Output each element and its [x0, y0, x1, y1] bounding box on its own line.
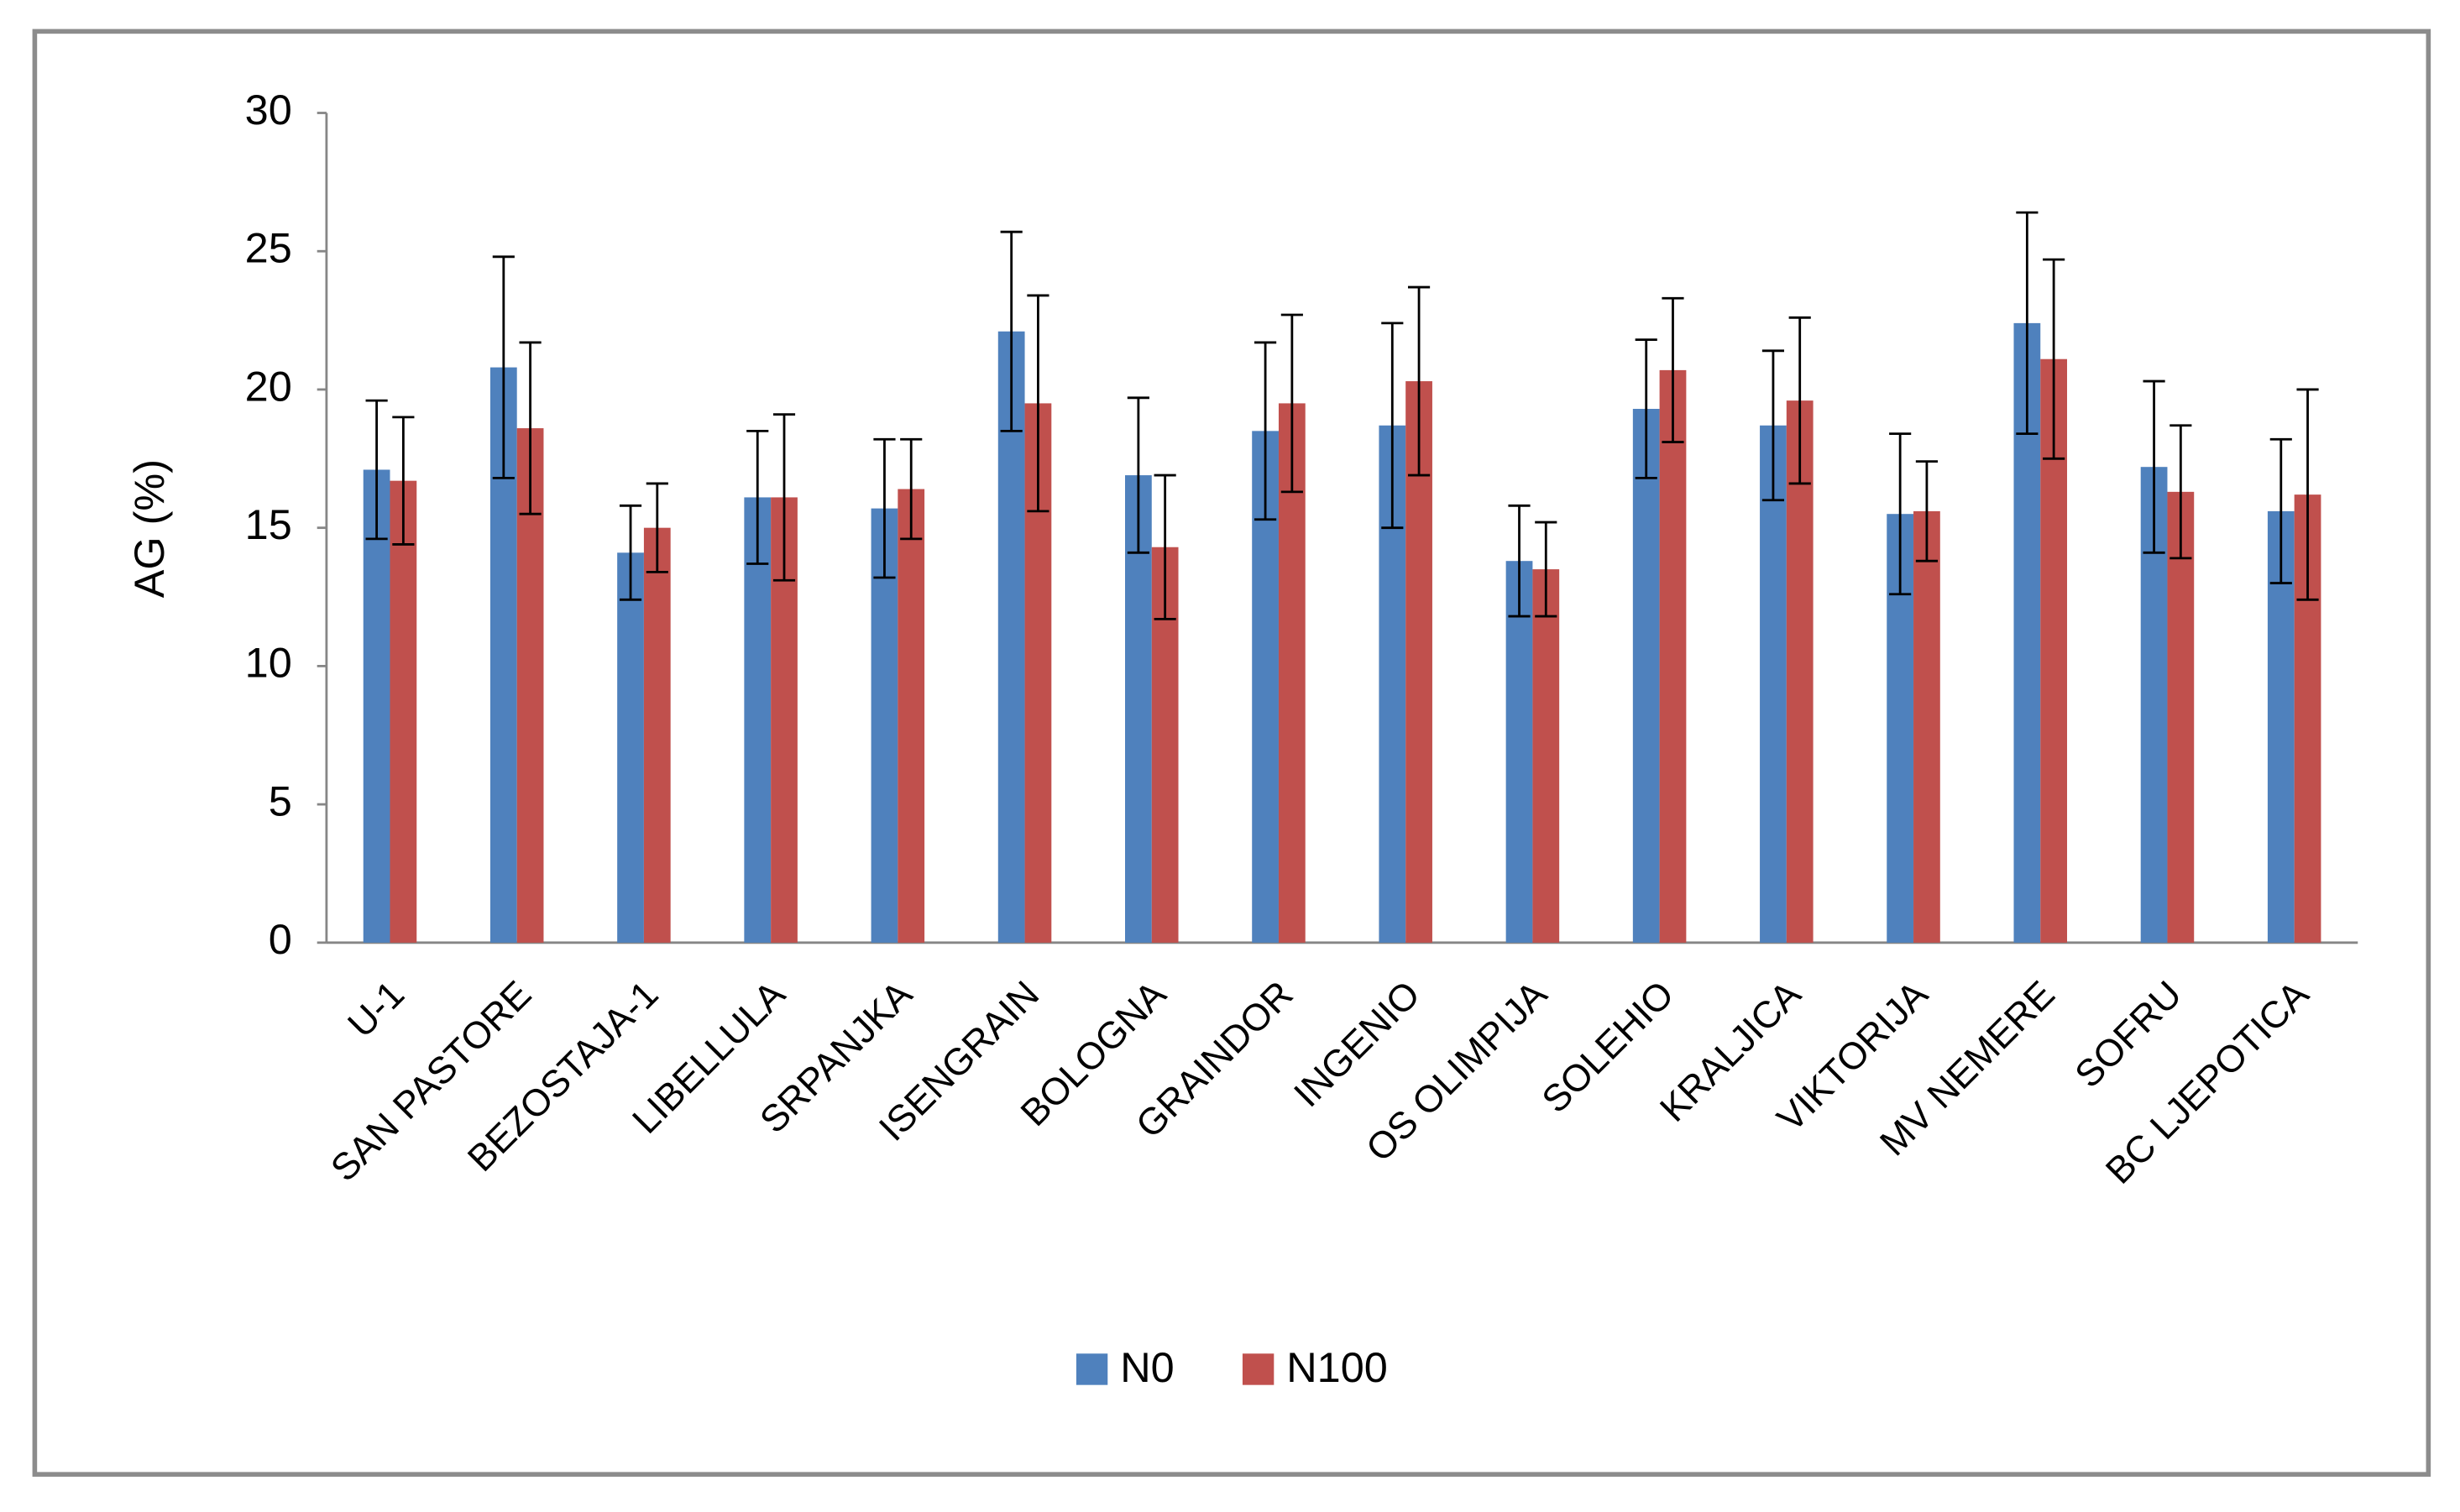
bar — [2167, 491, 2195, 943]
error-bar — [519, 341, 542, 515]
error-bar — [2016, 211, 2039, 436]
error-bar — [619, 504, 642, 601]
bar — [643, 527, 671, 943]
error-bar — [873, 437, 896, 579]
y-tick-label: 0 — [269, 915, 292, 963]
error-bar — [1127, 396, 1149, 554]
error-bar — [1788, 316, 1811, 485]
error-bar — [646, 482, 668, 573]
error-bar — [1761, 349, 1785, 502]
error-bar — [2143, 379, 2165, 554]
error-bar — [1407, 285, 1431, 477]
error-bar — [1535, 521, 1557, 618]
bar — [744, 497, 772, 943]
bar — [1632, 409, 1660, 943]
error-bar — [1635, 338, 1657, 479]
error-bar — [1508, 504, 1531, 618]
error-bar — [1254, 341, 1277, 521]
error-bar — [1915, 460, 1938, 562]
bar — [1913, 510, 1940, 943]
bar — [1532, 569, 1560, 943]
legend-label: N0 — [1120, 1343, 1174, 1391]
bar — [390, 480, 417, 943]
y-tick-label: 15 — [245, 500, 292, 548]
error-bar — [365, 399, 388, 541]
error-bar — [746, 429, 769, 565]
y-tick-label: 10 — [245, 639, 292, 687]
y-tick-label: 5 — [269, 777, 292, 824]
bar — [898, 489, 925, 943]
error-bar — [2296, 388, 2319, 601]
error-bar — [1662, 296, 1684, 443]
error-bar — [392, 416, 415, 546]
y-axis-label: AG (%) — [125, 459, 173, 598]
bar — [1659, 369, 1687, 943]
bar — [997, 331, 1025, 943]
error-bar — [2269, 437, 2292, 584]
legend-label: N100 — [1286, 1343, 1388, 1391]
y-tick-label: 20 — [245, 362, 292, 410]
y-tick-label: 25 — [245, 224, 292, 272]
bar — [871, 508, 898, 943]
error-bar — [1280, 313, 1303, 494]
legend-swatch — [1242, 1353, 1274, 1385]
bar — [617, 552, 644, 943]
error-bar — [1889, 432, 1912, 596]
error-bar — [1154, 473, 1176, 620]
error-bar — [2043, 258, 2065, 460]
error-bar — [492, 255, 515, 479]
bar — [1786, 400, 1814, 943]
error-bar — [1381, 322, 1404, 530]
bar — [1278, 403, 1306, 943]
bar — [1760, 425, 1787, 943]
legend-swatch — [1076, 1353, 1108, 1385]
error-bar — [772, 413, 796, 582]
error-bar — [900, 437, 923, 541]
error-bar — [2170, 424, 2192, 560]
y-tick-label: 30 — [245, 86, 292, 133]
bar — [363, 469, 390, 943]
error-bar — [1027, 294, 1049, 513]
bar — [1505, 561, 1533, 943]
error-bar — [1000, 230, 1023, 432]
